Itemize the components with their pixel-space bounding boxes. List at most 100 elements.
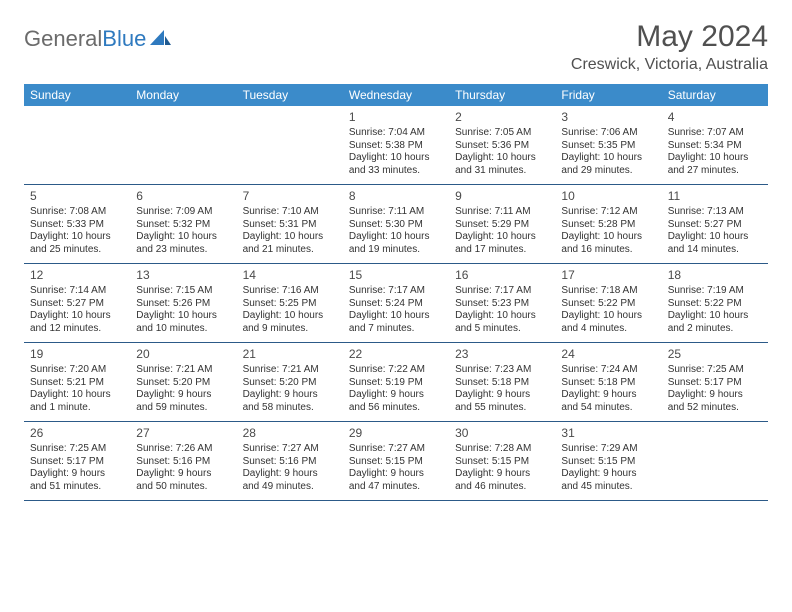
sunset-line: Sunset: 5:27 PM <box>668 219 762 232</box>
sunrise-line: Sunrise: 7:20 AM <box>30 364 124 377</box>
day-number: 16 <box>455 268 549 283</box>
day-number: 18 <box>668 268 762 283</box>
day-cell: 29Sunrise: 7:27 AMSunset: 5:15 PMDayligh… <box>343 422 449 500</box>
brand-part2: Blue <box>102 26 146 52</box>
day-cell: 7Sunrise: 7:10 AMSunset: 5:31 PMDaylight… <box>237 185 343 263</box>
sunrise-line: Sunrise: 7:17 AM <box>349 285 443 298</box>
day-cell <box>662 422 768 500</box>
daylight-line: Daylight: 10 hours and 19 minutes. <box>349 231 443 256</box>
day-cell: 20Sunrise: 7:21 AMSunset: 5:20 PMDayligh… <box>130 343 236 421</box>
daylight-line: Daylight: 9 hours and 52 minutes. <box>668 389 762 414</box>
day-cell: 10Sunrise: 7:12 AMSunset: 5:28 PMDayligh… <box>555 185 661 263</box>
daylight-line: Daylight: 9 hours and 49 minutes. <box>243 468 337 493</box>
daylight-line: Daylight: 10 hours and 4 minutes. <box>561 310 655 335</box>
sunset-line: Sunset: 5:16 PM <box>136 456 230 469</box>
sunset-line: Sunset: 5:27 PM <box>30 298 124 311</box>
sunrise-line: Sunrise: 7:11 AM <box>349 206 443 219</box>
sunset-line: Sunset: 5:15 PM <box>349 456 443 469</box>
sunrise-line: Sunrise: 7:22 AM <box>349 364 443 377</box>
day-number: 9 <box>455 189 549 204</box>
day-cell: 9Sunrise: 7:11 AMSunset: 5:29 PMDaylight… <box>449 185 555 263</box>
daylight-line: Daylight: 10 hours and 5 minutes. <box>455 310 549 335</box>
day-number: 26 <box>30 426 124 441</box>
sunrise-line: Sunrise: 7:18 AM <box>561 285 655 298</box>
day-number: 14 <box>243 268 337 283</box>
day-cell: 14Sunrise: 7:16 AMSunset: 5:25 PMDayligh… <box>237 264 343 342</box>
sunrise-line: Sunrise: 7:17 AM <box>455 285 549 298</box>
sunset-line: Sunset: 5:18 PM <box>455 377 549 390</box>
day-cell: 12Sunrise: 7:14 AMSunset: 5:27 PMDayligh… <box>24 264 130 342</box>
month-title: May 2024 <box>571 20 768 54</box>
sunset-line: Sunset: 5:32 PM <box>136 219 230 232</box>
day-cell: 31Sunrise: 7:29 AMSunset: 5:15 PMDayligh… <box>555 422 661 500</box>
day-number: 31 <box>561 426 655 441</box>
sunrise-line: Sunrise: 7:09 AM <box>136 206 230 219</box>
day-number: 27 <box>136 426 230 441</box>
daylight-line: Daylight: 10 hours and 2 minutes. <box>668 310 762 335</box>
daylight-line: Daylight: 10 hours and 16 minutes. <box>561 231 655 256</box>
weeks-container: 1Sunrise: 7:04 AMSunset: 5:38 PMDaylight… <box>24 106 768 501</box>
day-cell: 25Sunrise: 7:25 AMSunset: 5:17 PMDayligh… <box>662 343 768 421</box>
day-cell: 2Sunrise: 7:05 AMSunset: 5:36 PMDaylight… <box>449 106 555 184</box>
calendar-grid: SundayMondayTuesdayWednesdayThursdayFrid… <box>24 84 768 501</box>
daylight-line: Daylight: 10 hours and 10 minutes. <box>136 310 230 335</box>
day-cell: 24Sunrise: 7:24 AMSunset: 5:18 PMDayligh… <box>555 343 661 421</box>
daylight-line: Daylight: 10 hours and 1 minute. <box>30 389 124 414</box>
day-of-week-header: Friday <box>555 84 661 106</box>
day-of-week-header: Monday <box>130 84 236 106</box>
week-row: 12Sunrise: 7:14 AMSunset: 5:27 PMDayligh… <box>24 264 768 343</box>
sunrise-line: Sunrise: 7:25 AM <box>668 364 762 377</box>
daylight-line: Daylight: 9 hours and 46 minutes. <box>455 468 549 493</box>
day-number: 29 <box>349 426 443 441</box>
daylight-line: Daylight: 9 hours and 51 minutes. <box>30 468 124 493</box>
daylight-line: Daylight: 9 hours and 59 minutes. <box>136 389 230 414</box>
daylight-line: Daylight: 10 hours and 29 minutes. <box>561 152 655 177</box>
day-cell: 11Sunrise: 7:13 AMSunset: 5:27 PMDayligh… <box>662 185 768 263</box>
sunset-line: Sunset: 5:23 PM <box>455 298 549 311</box>
day-number: 24 <box>561 347 655 362</box>
sunrise-line: Sunrise: 7:05 AM <box>455 127 549 140</box>
day-cell: 15Sunrise: 7:17 AMSunset: 5:24 PMDayligh… <box>343 264 449 342</box>
sunset-line: Sunset: 5:36 PM <box>455 140 549 153</box>
sunset-line: Sunset: 5:33 PM <box>30 219 124 232</box>
sunrise-line: Sunrise: 7:15 AM <box>136 285 230 298</box>
sunset-line: Sunset: 5:19 PM <box>349 377 443 390</box>
sunrise-line: Sunrise: 7:14 AM <box>30 285 124 298</box>
sunset-line: Sunset: 5:24 PM <box>349 298 443 311</box>
brand-part1: General <box>24 26 102 52</box>
sunset-line: Sunset: 5:15 PM <box>455 456 549 469</box>
sunrise-line: Sunrise: 7:27 AM <box>349 443 443 456</box>
daylight-line: Daylight: 9 hours and 58 minutes. <box>243 389 337 414</box>
day-number: 1 <box>349 110 443 125</box>
day-number: 2 <box>455 110 549 125</box>
sunrise-line: Sunrise: 7:25 AM <box>30 443 124 456</box>
day-cell: 4Sunrise: 7:07 AMSunset: 5:34 PMDaylight… <box>662 106 768 184</box>
day-of-week-header-row: SundayMondayTuesdayWednesdayThursdayFrid… <box>24 84 768 106</box>
day-cell: 3Sunrise: 7:06 AMSunset: 5:35 PMDaylight… <box>555 106 661 184</box>
header: GeneralBlue May 2024 Creswick, Victoria,… <box>24 20 768 74</box>
day-number: 8 <box>349 189 443 204</box>
sunset-line: Sunset: 5:29 PM <box>455 219 549 232</box>
sunrise-line: Sunrise: 7:19 AM <box>668 285 762 298</box>
day-of-week-header: Wednesday <box>343 84 449 106</box>
sunrise-line: Sunrise: 7:12 AM <box>561 206 655 219</box>
sunrise-line: Sunrise: 7:04 AM <box>349 127 443 140</box>
day-cell <box>24 106 130 184</box>
sunset-line: Sunset: 5:28 PM <box>561 219 655 232</box>
day-cell: 13Sunrise: 7:15 AMSunset: 5:26 PMDayligh… <box>130 264 236 342</box>
sunrise-line: Sunrise: 7:11 AM <box>455 206 549 219</box>
week-row: 26Sunrise: 7:25 AMSunset: 5:17 PMDayligh… <box>24 422 768 501</box>
brand-sail-icon <box>150 26 172 52</box>
daylight-line: Daylight: 9 hours and 55 minutes. <box>455 389 549 414</box>
day-number: 22 <box>349 347 443 362</box>
title-block: May 2024 Creswick, Victoria, Australia <box>571 20 768 74</box>
week-row: 5Sunrise: 7:08 AMSunset: 5:33 PMDaylight… <box>24 185 768 264</box>
day-number: 25 <box>668 347 762 362</box>
calendar-page: GeneralBlue May 2024 Creswick, Victoria,… <box>0 0 792 521</box>
sunrise-line: Sunrise: 7:21 AM <box>136 364 230 377</box>
daylight-line: Daylight: 10 hours and 9 minutes. <box>243 310 337 335</box>
day-cell: 16 Sunrise: 7:17 AMSunset: 5:23 PMDayligh… <box>449 264 555 342</box>
day-number: 4 <box>668 110 762 125</box>
day-cell: 21Sunrise: 7:21 AMSunset: 5:20 PMDayligh… <box>237 343 343 421</box>
sunrise-line: Sunrise: 7:08 AM <box>30 206 124 219</box>
